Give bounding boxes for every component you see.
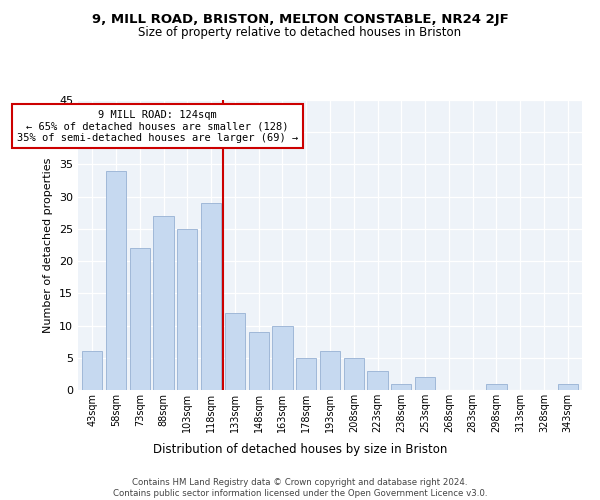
Bar <box>391 384 412 390</box>
Bar <box>225 312 245 390</box>
Bar <box>415 377 435 390</box>
Bar <box>557 384 578 390</box>
Bar <box>296 358 316 390</box>
Text: 9 MILL ROAD: 124sqm
← 65% of detached houses are smaller (128)
35% of semi-detac: 9 MILL ROAD: 124sqm ← 65% of detached ho… <box>17 110 298 143</box>
Bar <box>487 384 506 390</box>
Bar <box>177 229 197 390</box>
Bar <box>344 358 364 390</box>
Bar <box>106 171 126 390</box>
Bar <box>130 248 150 390</box>
Text: 9, MILL ROAD, BRISTON, MELTON CONSTABLE, NR24 2JF: 9, MILL ROAD, BRISTON, MELTON CONSTABLE,… <box>92 12 508 26</box>
Bar <box>248 332 269 390</box>
Bar <box>272 326 293 390</box>
Bar <box>320 352 340 390</box>
Bar <box>154 216 173 390</box>
Y-axis label: Number of detached properties: Number of detached properties <box>43 158 53 332</box>
Text: Contains HM Land Registry data © Crown copyright and database right 2024.
Contai: Contains HM Land Registry data © Crown c… <box>113 478 487 498</box>
Text: Distribution of detached houses by size in Briston: Distribution of detached houses by size … <box>153 442 447 456</box>
Bar <box>82 352 103 390</box>
Bar <box>201 203 221 390</box>
Bar <box>367 370 388 390</box>
Text: Size of property relative to detached houses in Briston: Size of property relative to detached ho… <box>139 26 461 39</box>
